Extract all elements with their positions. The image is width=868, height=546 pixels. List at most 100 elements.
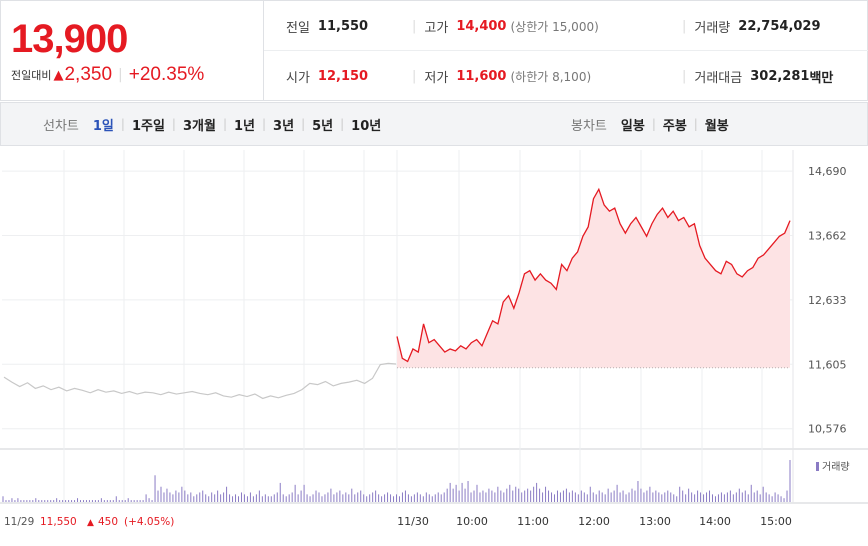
stat-high: | 고가 14,400 (상한가 15,000) — [412, 1, 599, 51]
current-price-box: 13,900 전일대비 ▲ 2,350 | +20.35% — [0, 0, 263, 101]
stat-low: | 저가 11,600 (하한가 8,100) — [412, 51, 591, 101]
volume-bar — [735, 492, 737, 502]
tab-divider: | — [693, 117, 698, 131]
volume-bar — [738, 488, 740, 502]
volume-bar — [112, 500, 114, 502]
volume-bar — [217, 490, 219, 502]
tab-divider: | — [262, 117, 267, 131]
line-chart-tabs: 선차트 1일 | 1주일 | 3개월 | 1년 | 3년 | 5년 | 10년 — [43, 115, 381, 134]
volume-bar — [488, 488, 490, 502]
volume-bar — [288, 494, 290, 502]
volume-bar — [345, 492, 347, 502]
prev-day-price: 11,550 — [40, 516, 77, 528]
volume-bar — [521, 492, 523, 502]
line-chart-label: 선차트 — [43, 118, 79, 134]
volume-bar — [398, 496, 400, 502]
volume-bar — [196, 494, 198, 502]
volume-bar — [369, 494, 371, 502]
stat-sub: (하한가 8,100) — [510, 69, 592, 84]
stat-label: 저가 — [424, 70, 449, 86]
volume-bar — [673, 494, 675, 502]
volume-bar — [562, 490, 564, 502]
volume-bar — [667, 490, 669, 502]
volume-bar — [551, 492, 553, 502]
volume-bar — [774, 492, 776, 502]
volume-bar — [238, 496, 240, 502]
volume-bar — [109, 500, 111, 502]
volume-bar — [151, 500, 153, 502]
volume-bar — [381, 496, 383, 502]
volume-bar — [491, 490, 493, 502]
x-tick-label: 14:00 — [699, 515, 731, 528]
volume-bar — [282, 494, 284, 502]
volume-bar — [613, 490, 615, 502]
candle-chart-tabs: 봉차트 일봉 | 주봉 | 월봉 — [571, 115, 729, 134]
candle-tab-2[interactable]: 월봉 — [704, 118, 729, 134]
divider: | — [682, 18, 687, 34]
volume-bar — [422, 496, 424, 502]
volume-bar — [652, 492, 654, 502]
volume-bar — [279, 482, 281, 502]
volume-bar — [357, 492, 359, 502]
volume-bar — [592, 492, 594, 502]
volume-bar — [38, 500, 40, 502]
volume-bar — [461, 482, 463, 502]
volume-bar — [500, 490, 502, 502]
line-tab-1[interactable]: 1주일 — [131, 118, 165, 134]
line-tab-0[interactable]: 1일 — [92, 118, 114, 134]
volume-bar — [342, 494, 344, 502]
volume-bar — [387, 492, 389, 502]
volume-bar — [410, 496, 412, 502]
volume-bar — [750, 484, 752, 502]
line-tab-6[interactable]: 10년 — [351, 118, 382, 134]
stat-label: 고가 — [424, 20, 449, 36]
volume-bar — [747, 494, 749, 502]
volume-bar — [670, 492, 672, 502]
volume-bar — [193, 496, 195, 502]
volume-bar — [294, 484, 296, 502]
volume-bar — [759, 494, 761, 502]
volume-bar — [494, 492, 496, 502]
stats-panel: 전일 11,550 | 고가 14,400 (상한가 15,000) | 거래량… — [263, 0, 868, 101]
volume-bar — [71, 500, 73, 502]
candle-tab-0[interactable]: 일봉 — [620, 118, 645, 134]
volume-bar — [88, 500, 90, 502]
volume-bar — [574, 492, 576, 502]
volume-bar — [449, 482, 451, 502]
stat-value: 11,600 — [456, 68, 507, 84]
volume-bar — [136, 500, 138, 502]
volume-bar — [428, 494, 430, 502]
volume-bar — [41, 500, 43, 502]
volume-bar — [503, 492, 505, 502]
volume-bar — [309, 496, 311, 502]
price-chart[interactable]: 14,690 13,662 12,633 11,605 10,576 거래량 11/30 10… — [0, 150, 868, 546]
volume-bar — [536, 482, 538, 502]
volume-bar — [470, 492, 472, 502]
line-tab-3[interactable]: 1년 — [233, 118, 255, 134]
volume-bar — [5, 500, 7, 502]
volume-bar — [443, 492, 445, 502]
volume-bar — [396, 494, 397, 502]
volume-bar — [223, 492, 225, 502]
volume-bar — [717, 494, 719, 502]
volume-bar — [68, 500, 70, 502]
volume-bar — [771, 496, 773, 502]
volume-bar — [315, 490, 317, 502]
volume-bar — [601, 492, 603, 502]
volume-bar — [154, 475, 156, 502]
volume-bar — [175, 490, 177, 502]
volume-bar — [187, 494, 189, 502]
volume-bar — [330, 488, 332, 502]
volume-bar — [184, 490, 186, 502]
line-tab-4[interactable]: 3년 — [273, 118, 295, 134]
volume-bar — [249, 492, 251, 502]
volume-bar — [625, 494, 627, 502]
volume-bar — [404, 490, 406, 502]
candle-tab-1[interactable]: 주봉 — [662, 118, 687, 134]
volume-bar — [482, 490, 484, 502]
line-tab-2[interactable]: 3개월 — [182, 118, 216, 134]
prev-day-percent: (+4.05%) — [124, 516, 174, 528]
line-tab-5[interactable]: 5년 — [312, 118, 334, 134]
stat-sub: (상한가 15,000) — [510, 19, 599, 34]
volume-bar — [553, 494, 555, 502]
